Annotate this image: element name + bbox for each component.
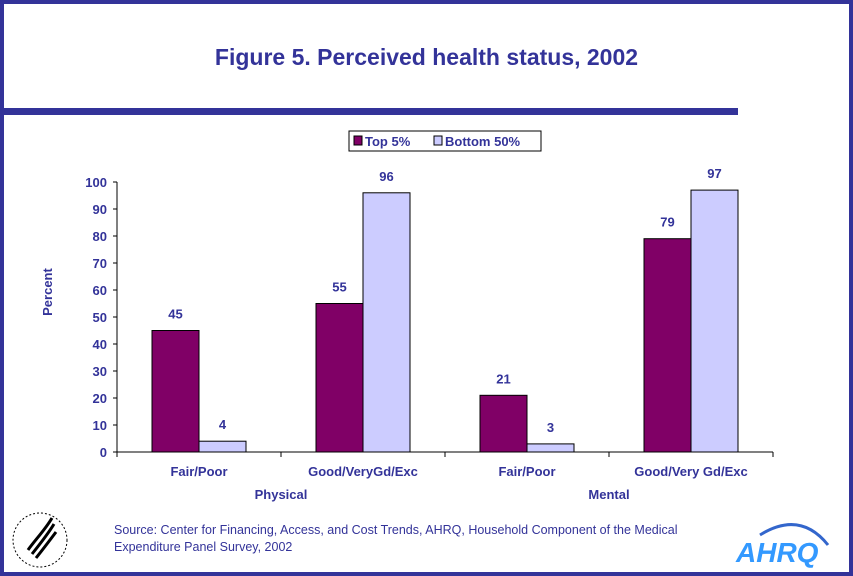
y-tick-label: 0	[100, 445, 107, 460]
legend	[348, 130, 542, 152]
source-note: Source: Center for Financing, Access, an…	[114, 523, 678, 554]
bar-bottom-50-	[198, 440, 247, 453]
group-label: Mental	[588, 487, 629, 502]
bar-bottom-50-	[362, 192, 411, 453]
y-tick-label: 40	[93, 337, 107, 352]
y-tick-label: 80	[93, 229, 107, 244]
y-tick-label: 20	[93, 391, 107, 406]
y-tick-label: 100	[85, 175, 107, 190]
bar-top-5-	[643, 238, 692, 453]
x-tick-label: Good/VeryGd/Exc	[308, 464, 418, 479]
bar-bottom-50-	[690, 189, 739, 453]
bar-top-5-	[479, 394, 528, 453]
y-tick-label: 90	[93, 202, 107, 217]
x-tick-label: Fair/Poor	[170, 464, 227, 479]
data-label: 55	[332, 280, 346, 295]
y-tick-label: 50	[93, 310, 107, 325]
y-tick-label: 10	[93, 418, 107, 433]
legend-label: Top 5%	[365, 134, 411, 149]
bar-top-5-	[151, 330, 200, 453]
x-tick-label: Good/Very Gd/Exc	[634, 464, 747, 479]
chart-title: Figure 5. Perceived health status, 2002	[214, 44, 639, 70]
data-label: 45	[168, 307, 182, 322]
title-divider	[0, 108, 738, 115]
group-label: Physical	[255, 487, 308, 502]
data-label: 3	[547, 420, 554, 435]
legend-label: Bottom 50%	[445, 134, 521, 149]
y-tick-label: 60	[93, 283, 107, 298]
y-tick-label: 70	[93, 256, 107, 271]
legend-swatch	[433, 135, 443, 146]
y-axis-label: Percent	[40, 267, 55, 315]
legend-swatch	[353, 135, 363, 146]
bar-top-5-	[315, 303, 364, 453]
y-tick-label: 30	[93, 364, 107, 379]
x-tick-label: Fair/Poor	[498, 464, 555, 479]
data-label: 96	[379, 169, 393, 184]
data-label: 79	[660, 215, 674, 230]
data-label: 97	[707, 166, 721, 181]
data-label: 4	[219, 417, 227, 432]
bar-bottom-50-	[526, 443, 575, 453]
data-label: 21	[496, 371, 510, 386]
